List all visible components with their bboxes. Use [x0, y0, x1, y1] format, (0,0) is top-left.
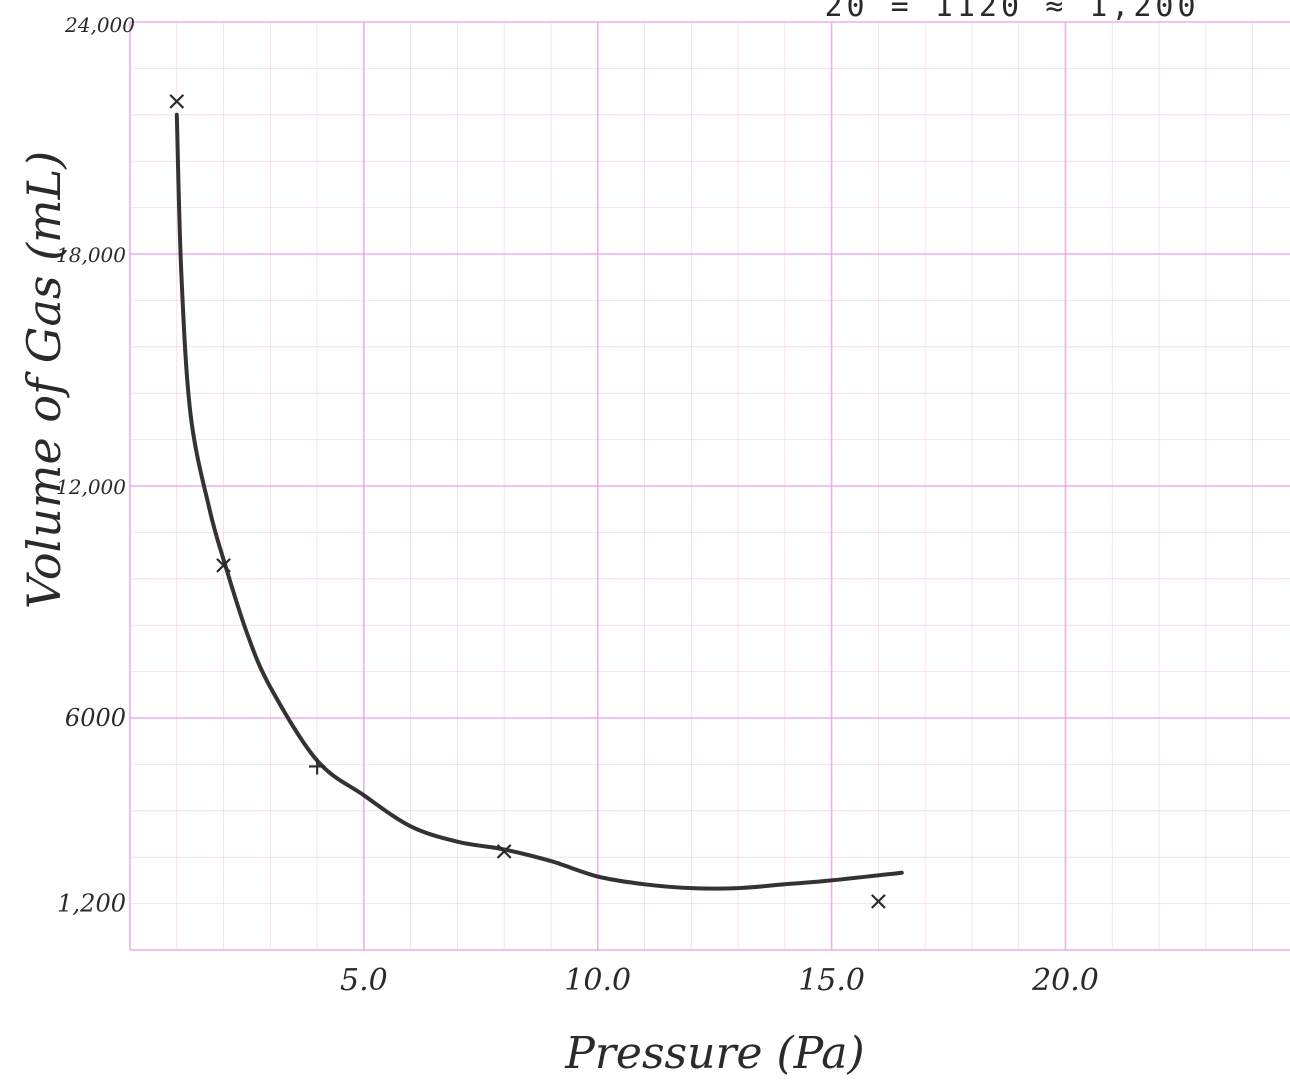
y-axis-title: Volume of Gas (mL) — [17, 151, 71, 609]
y-tick-label: 12,000 — [56, 475, 126, 499]
x-tick-labels: 5.0 10.0 15.0 20.0 — [340, 963, 1099, 998]
data-point-marker: × — [867, 887, 889, 917]
top-note: 20 = 1120 ≈ 1,200 — [824, 0, 1199, 24]
x-axis-title: Pressure (Pa) — [564, 1028, 864, 1079]
marker-layer: × × + × × — [166, 86, 889, 916]
y-tick-label: 6000 — [65, 704, 126, 732]
curve-layer — [174, 112, 904, 891]
y-tick-labels: 1,200 6000 12,000 18,000 24,000 — [56, 13, 135, 918]
data-point-marker: + — [306, 751, 328, 781]
x-tick-label: 20.0 — [1031, 963, 1099, 998]
y-tick-label: 1,200 — [57, 890, 126, 918]
y-tick-label: 24,000 — [64, 13, 135, 37]
data-point-marker: × — [493, 836, 515, 866]
series-curve — [174, 112, 904, 891]
data-point-marker: × — [166, 86, 188, 116]
data-point-marker: × — [213, 550, 235, 580]
x-tick-label: 10.0 — [564, 963, 631, 998]
y-tick-label: 18,000 — [56, 243, 126, 267]
x-tick-label: 15.0 — [798, 963, 865, 998]
x-tick-label: 5.0 — [340, 963, 388, 998]
